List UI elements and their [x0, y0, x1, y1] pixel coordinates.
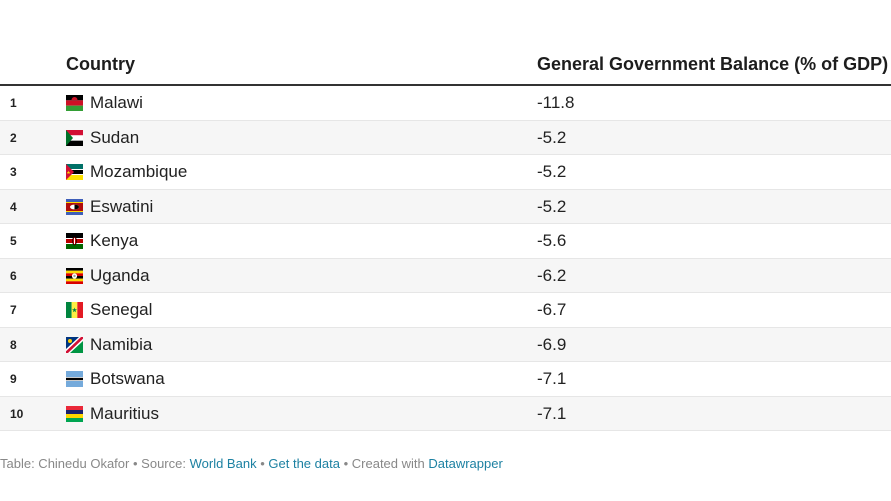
country-cell: Malawi — [90, 93, 143, 112]
table-row: 7 Senegal -6.7 — [0, 293, 891, 328]
data-table: Country General Government Balance (% of… — [0, 44, 891, 431]
table-row: 10 Mauritius -7.1 — [0, 396, 891, 431]
value-cell: -5.2 — [537, 127, 567, 147]
country-cell: Sudan — [90, 127, 140, 147]
value-cell: -5.2 — [537, 196, 567, 216]
table-row: 6 Uganda -6.2 — [0, 258, 891, 293]
country-cell: Botswana — [90, 369, 165, 388]
byline: Table: Chinedu Okafor — [0, 456, 130, 471]
rank-cell: 8 — [10, 337, 17, 352]
botswana-flag-icon — [66, 371, 83, 387]
rank-cell: 2 — [10, 130, 17, 145]
table-header: Country General Government Balance (% of… — [0, 44, 891, 86]
senegal-flag-icon — [66, 302, 83, 318]
table-row: 9 Botswana -7.1 — [0, 362, 891, 397]
country-cell: Kenya — [90, 231, 139, 250]
value-cell: -6.9 — [537, 334, 567, 354]
value-cell: -5.2 — [537, 162, 567, 181]
datawrapper-link[interactable]: Datawrapper — [428, 456, 503, 471]
value-cell: -7.1 — [537, 369, 567, 388]
value-cell: -11.8 — [537, 93, 575, 112]
table-row: 3 Mozambique -5.2 — [0, 155, 891, 190]
separator: • — [343, 456, 349, 471]
rank-cell: 10 — [10, 406, 24, 421]
table-row: 1 Malawi -11.8 — [0, 86, 891, 121]
table-row: 2 Sudan -5.2 — [0, 120, 891, 155]
kenya-flag-icon — [66, 233, 83, 249]
rank-cell: 3 — [10, 165, 17, 179]
rank-cell: 6 — [10, 268, 17, 283]
column-header-balance[interactable]: General Government Balance (% of GDP) — [537, 54, 889, 74]
separator: • — [132, 456, 138, 471]
table-row: 4 Eswatini -5.2 — [0, 189, 891, 224]
country-cell: Eswatini — [90, 196, 154, 216]
get-data-link[interactable]: Get the data — [268, 456, 340, 471]
table-footer: Table: Chinedu Okafor • Source: World Ba… — [0, 456, 503, 471]
value-cell: -6.7 — [537, 300, 567, 319]
rank-cell: 1 — [10, 96, 17, 110]
separator: • — [260, 456, 265, 471]
uganda-flag-icon — [66, 267, 83, 284]
value-cell: -5.6 — [537, 231, 567, 250]
country-cell: Uganda — [90, 265, 150, 285]
sudan-flag-icon — [66, 129, 83, 146]
created-with-label: Created with — [351, 456, 425, 471]
value-cell: -6.2 — [537, 265, 567, 285]
country-cell: Senegal — [90, 300, 153, 319]
rank-cell: 5 — [10, 234, 17, 248]
country-cell: Mozambique — [90, 162, 188, 181]
table-row: 5 Kenya -5.6 — [0, 224, 891, 259]
malawi-flag-icon — [66, 95, 83, 111]
source-label: Source: — [141, 456, 186, 471]
rank-cell: 7 — [10, 303, 17, 317]
country-cell: Mauritius — [90, 403, 159, 423]
mozambique-flag-icon — [66, 164, 83, 180]
value-cell: -7.1 — [537, 403, 567, 423]
rank-cell: 4 — [10, 199, 17, 214]
mauritius-flag-icon — [66, 405, 83, 422]
column-header-country[interactable]: Country — [66, 54, 135, 74]
table-row: 8 Namibia -6.9 — [0, 327, 891, 362]
namibia-flag-icon — [66, 336, 83, 353]
country-cell: Namibia — [90, 334, 153, 354]
rank-cell: 9 — [10, 372, 17, 386]
source-link[interactable]: World Bank — [189, 456, 257, 471]
eswatini-flag-icon — [66, 198, 83, 215]
